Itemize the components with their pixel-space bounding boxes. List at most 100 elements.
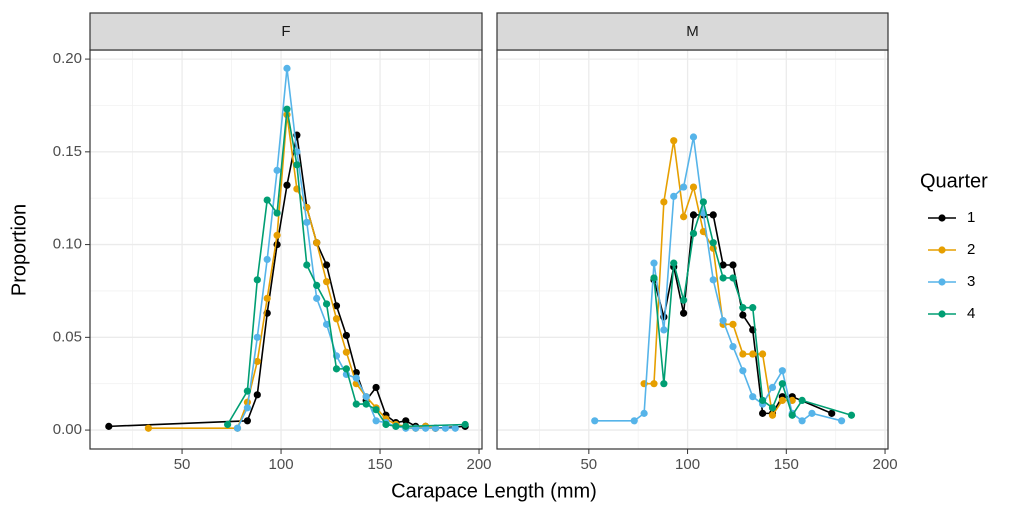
data-point [729, 261, 737, 269]
data-point [847, 411, 856, 419]
data-point [689, 133, 698, 141]
legend-label: 1 [967, 209, 975, 226]
y-tick-label: 0.20 [53, 50, 82, 67]
data-point [451, 424, 459, 432]
data-point [382, 420, 390, 429]
data-point [788, 411, 796, 419]
data-point [828, 409, 836, 417]
data-point [243, 404, 251, 412]
data-point [699, 198, 707, 206]
data-point [253, 276, 261, 284]
data-point [798, 417, 806, 425]
data-point [105, 422, 113, 430]
data-point [680, 296, 688, 304]
series-line [644, 140, 793, 418]
data-point [660, 326, 668, 334]
data-point [342, 365, 350, 373]
data-point [372, 417, 380, 425]
data-point [342, 331, 350, 340]
data-point [342, 348, 350, 356]
facet-strip [496, 12, 889, 51]
data-point [709, 239, 717, 247]
data-point [283, 181, 291, 189]
data-point [670, 137, 678, 145]
data-point [332, 302, 341, 310]
y-tick-label: 0.00 [53, 421, 82, 438]
data-point [402, 417, 410, 425]
series-line [653, 214, 833, 415]
data-point [798, 396, 806, 405]
data-point [322, 278, 331, 286]
legend-key-point [938, 214, 946, 222]
series-line [148, 114, 436, 430]
data-point [253, 357, 261, 366]
data-point [352, 374, 360, 382]
x-tick-label: 200 [467, 456, 492, 473]
data-point [709, 276, 717, 284]
data-point [263, 294, 271, 302]
data-point [739, 304, 747, 312]
facet-strip [89, 12, 483, 51]
data-point [719, 274, 727, 282]
data-point [144, 424, 153, 432]
x-tick-label: 100 [675, 456, 700, 473]
data-point [680, 183, 688, 191]
data-point [670, 259, 678, 267]
x-tick-label: 150 [368, 456, 393, 473]
data-point [739, 367, 747, 375]
y-axis-label: Proportion [8, 204, 30, 296]
data-point [273, 166, 281, 174]
data-point [441, 424, 449, 432]
data-point [650, 380, 658, 388]
data-point [263, 196, 271, 204]
data-point [332, 365, 341, 373]
data-point [739, 350, 747, 358]
panel-background [497, 50, 888, 449]
data-point [253, 391, 261, 399]
data-point [778, 396, 786, 405]
data-point [461, 420, 469, 429]
data-point [759, 409, 767, 417]
data-point [283, 64, 291, 72]
legend-label: 2 [967, 241, 975, 258]
data-point [372, 406, 380, 414]
data-point [640, 409, 648, 417]
data-point [332, 315, 341, 323]
y-tick-label: 0.10 [53, 236, 82, 253]
data-point [759, 396, 767, 405]
data-point [223, 420, 232, 429]
data-point [759, 350, 767, 358]
data-point [808, 409, 816, 417]
data-point [689, 211, 698, 219]
data-point [689, 229, 698, 238]
data-point [749, 350, 757, 358]
data-point [680, 213, 688, 221]
data-point [739, 311, 747, 319]
data-point [243, 387, 251, 395]
data-point [322, 300, 331, 308]
legend-key-point [938, 278, 946, 286]
legend-key-point [938, 310, 946, 318]
data-point [778, 380, 786, 388]
data-point [768, 404, 777, 412]
data-point [313, 239, 321, 247]
data-point [660, 380, 668, 388]
x-tick-label: 100 [269, 456, 294, 473]
data-point [273, 231, 281, 239]
x-tick-label: 50 [174, 456, 191, 473]
data-point [253, 333, 261, 341]
data-point [233, 424, 242, 432]
x-tick-label: 50 [580, 456, 597, 473]
data-point [372, 383, 380, 392]
y-tick-label: 0.05 [53, 328, 82, 345]
data-point [778, 367, 786, 375]
data-point [729, 274, 737, 282]
facet-title: M [686, 23, 699, 40]
data-point [689, 183, 698, 191]
data-point [362, 393, 370, 401]
data-point [313, 294, 321, 302]
data-point [680, 309, 688, 317]
data-point [273, 209, 281, 217]
